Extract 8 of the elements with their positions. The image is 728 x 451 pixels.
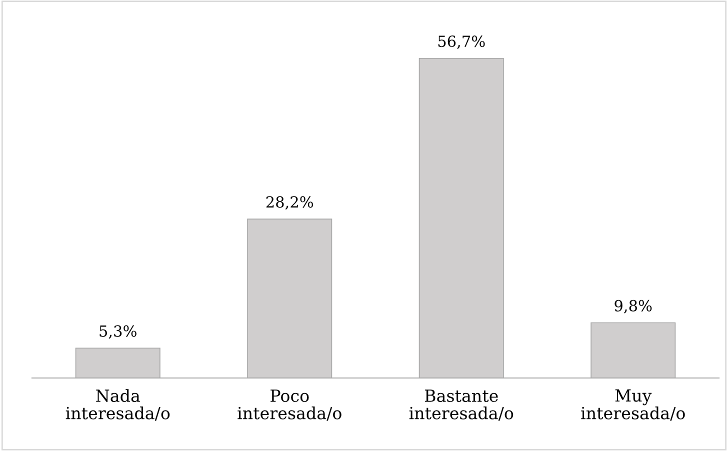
data-label: 56,7% [438,36,485,49]
x-tick-label: Poco interesada/o [238,390,342,421]
x-tick-label: Muy interesada/o [581,389,685,421]
x-tick-label: Bastante interesada/o [409,390,514,421]
data-label: 28,2% [266,196,314,210]
data-label: 5,3% [100,325,136,339]
data-label: 9,8% [614,300,652,314]
x-tick-label: Nada interesada/o [66,389,170,421]
